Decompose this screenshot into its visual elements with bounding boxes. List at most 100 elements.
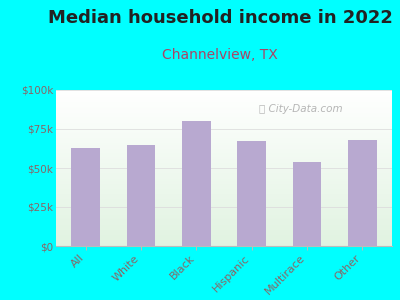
Bar (56, 137, 392, 138)
Bar (56, 191, 392, 192)
Bar (56, 226, 392, 227)
Bar (56, 238, 392, 239)
Bar (56, 147, 392, 148)
Bar (56, 190, 392, 191)
Bar (56, 192, 392, 193)
Bar (56, 242, 392, 243)
Bar (56, 96, 392, 97)
Bar (56, 200, 392, 201)
Bar (56, 141, 392, 142)
Bar (56, 148, 392, 149)
Bar (56, 219, 392, 220)
Bar (56, 177, 392, 178)
Bar (56, 162, 392, 163)
Bar (56, 185, 392, 186)
Bar (56, 174, 392, 175)
Bar (56, 170, 392, 171)
Bar (56, 142, 392, 143)
Bar (56, 163, 392, 164)
Bar (56, 221, 392, 222)
Bar (56, 112, 392, 113)
Bar (56, 161, 392, 162)
Bar (127, 145, 155, 246)
Bar (56, 98, 392, 99)
Bar (56, 124, 392, 125)
Bar (56, 195, 392, 196)
Bar (56, 206, 392, 207)
Bar (56, 154, 392, 155)
Bar (56, 123, 392, 124)
Bar (56, 126, 392, 127)
Bar (56, 138, 392, 139)
Bar (56, 106, 392, 107)
Bar (56, 166, 392, 167)
Bar (56, 202, 392, 203)
Bar (56, 140, 392, 141)
Bar (56, 121, 392, 122)
Bar (56, 120, 392, 121)
Bar (56, 208, 392, 209)
Bar (56, 129, 392, 130)
Bar (56, 117, 392, 118)
Bar (56, 107, 392, 108)
Bar (56, 207, 392, 208)
Bar (56, 229, 392, 230)
Bar (56, 130, 392, 131)
Bar (56, 240, 392, 241)
Bar (56, 196, 392, 197)
Bar (56, 193, 392, 194)
Bar (56, 125, 392, 126)
Bar (56, 93, 392, 94)
Bar (56, 189, 392, 190)
Bar (56, 198, 392, 199)
Bar (56, 157, 392, 158)
Bar (56, 150, 392, 151)
Bar (56, 173, 392, 174)
Bar (182, 121, 211, 246)
Bar (348, 140, 377, 246)
Bar (56, 167, 392, 168)
Bar (56, 232, 392, 233)
Bar (56, 164, 392, 165)
Bar (56, 222, 392, 223)
Bar (56, 182, 392, 183)
Bar (56, 245, 392, 246)
Bar (56, 237, 392, 238)
Bar (56, 244, 392, 245)
Bar (56, 211, 392, 212)
Bar (56, 168, 392, 169)
Bar (56, 203, 392, 204)
Bar (56, 156, 392, 157)
Bar (56, 209, 392, 210)
Bar (56, 214, 392, 215)
Bar (56, 132, 392, 133)
Bar (56, 116, 392, 117)
Bar (56, 111, 392, 112)
Bar (56, 145, 392, 146)
Bar (293, 162, 321, 246)
Bar (71, 148, 100, 246)
Bar (56, 159, 392, 160)
Bar (56, 104, 392, 105)
Bar (56, 97, 392, 98)
Bar (56, 158, 392, 159)
Bar (56, 102, 392, 103)
Bar (56, 155, 392, 156)
Bar (56, 201, 392, 202)
Bar (56, 215, 392, 216)
Bar (56, 223, 392, 224)
Bar (56, 171, 392, 172)
Bar (56, 128, 392, 129)
Bar (56, 239, 392, 240)
Bar (56, 149, 392, 150)
Bar (56, 152, 392, 153)
Bar (56, 108, 392, 109)
Bar (56, 243, 392, 244)
Bar (56, 134, 392, 135)
Bar (56, 234, 392, 235)
Text: ⓘ City-Data.com: ⓘ City-Data.com (260, 104, 343, 114)
Bar (56, 187, 392, 188)
Bar (56, 197, 392, 198)
Bar (56, 188, 392, 189)
Bar (56, 180, 392, 181)
